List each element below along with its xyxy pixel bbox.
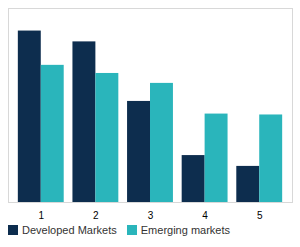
svg-text:1: 1 (38, 210, 44, 221)
svg-text:3: 3 (148, 210, 154, 221)
html-text:Emerging markets: Emerging markets (140, 224, 230, 236)
svg-text:2: 2 (93, 210, 99, 221)
svg-text:5: 5 (257, 210, 263, 221)
html-text:Developed Markets: Developed Markets (22, 224, 117, 236)
svg-text:4: 4 (202, 210, 208, 221)
